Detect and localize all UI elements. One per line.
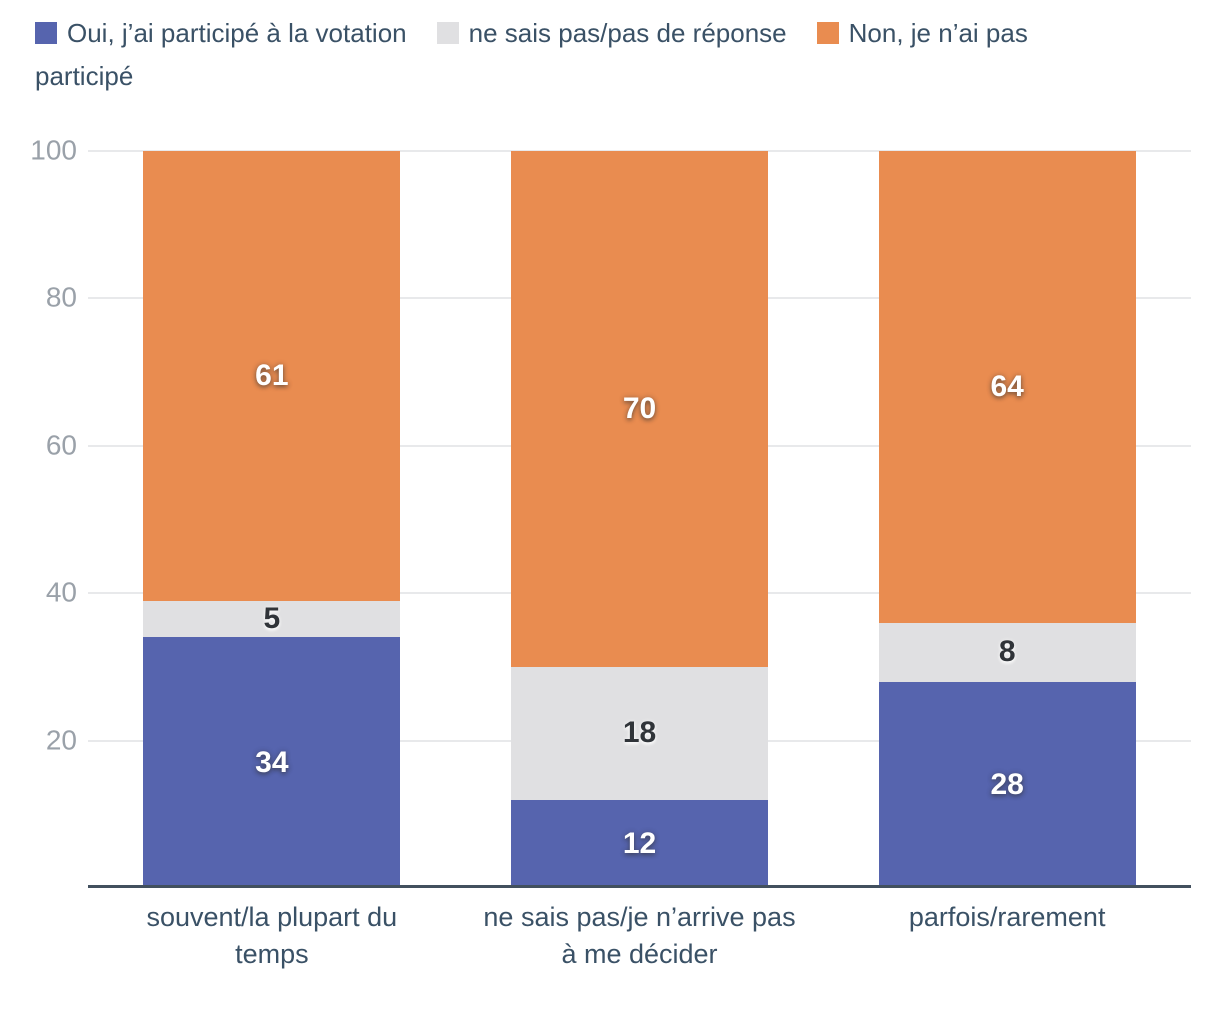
bar-segment-0-cat-1[interactable]: 12: [511, 799, 768, 888]
legend: Oui, j’ai participé à la votation ne sais…: [35, 12, 1155, 98]
legend-swatch-icon: [436, 22, 459, 44]
y-tick-label: 100: [30, 134, 77, 166]
bar-value-label: 61: [255, 358, 289, 392]
bar-segment-0-cat-0[interactable]: 34: [143, 637, 401, 888]
x-axis-line: [88, 885, 1191, 888]
x-category-label: parfois/rarement: [908, 902, 1106, 932]
bar-value-label: 18: [622, 716, 657, 750]
bar-segment-2-cat-1[interactable]: 70: [511, 151, 768, 667]
legend-item-1[interactable]: ne sais pas/pas de réponse: [436, 18, 787, 48]
legend-item-2[interactable]: Non, je n’ai pas participé: [35, 18, 1028, 91]
bar-segment-0-cat-2[interactable]: 28: [878, 681, 1136, 888]
legend-item-label: Oui, j’ai participé à la votation: [67, 18, 407, 48]
bar-segment-1-cat-0[interactable]: 5: [143, 600, 401, 638]
x-category-label: souvent/la plupart du temps: [146, 902, 398, 969]
y-tick-label: 20: [45, 723, 77, 755]
legend-swatch-icon: [816, 22, 839, 44]
bar-segment-1-cat-2[interactable]: 8: [878, 622, 1136, 682]
bar-value-label: 34: [255, 745, 289, 779]
bar-value-label: 64: [990, 369, 1024, 403]
y-tick-label: 40: [45, 576, 77, 608]
bar-value-label: 70: [622, 391, 657, 425]
bar-segment-2-cat-0[interactable]: 61: [143, 151, 401, 601]
bar-value-label: 8: [998, 635, 1016, 669]
bar-value-label: 28: [990, 767, 1024, 801]
x-category-label: ne sais pas/je n’arrive pas à me décider: [483, 902, 796, 969]
bar-value-label: 12: [622, 826, 657, 860]
legend-item-label: Non, je n’ai pas participé: [35, 18, 1028, 91]
y-tick-label: 60: [45, 429, 77, 461]
bar-value-label: 5: [263, 601, 281, 635]
bar-segment-1-cat-1[interactable]: 18: [511, 666, 768, 800]
bar-segment-2-cat-2[interactable]: 64: [878, 151, 1136, 623]
legend-item-label: ne sais pas/pas de réponse: [468, 18, 787, 48]
y-tick-label: 80: [45, 281, 77, 313]
legend-swatch-icon: [35, 22, 57, 44]
legend-item-0[interactable]: Oui, j’ai participé à la votation: [35, 18, 407, 48]
